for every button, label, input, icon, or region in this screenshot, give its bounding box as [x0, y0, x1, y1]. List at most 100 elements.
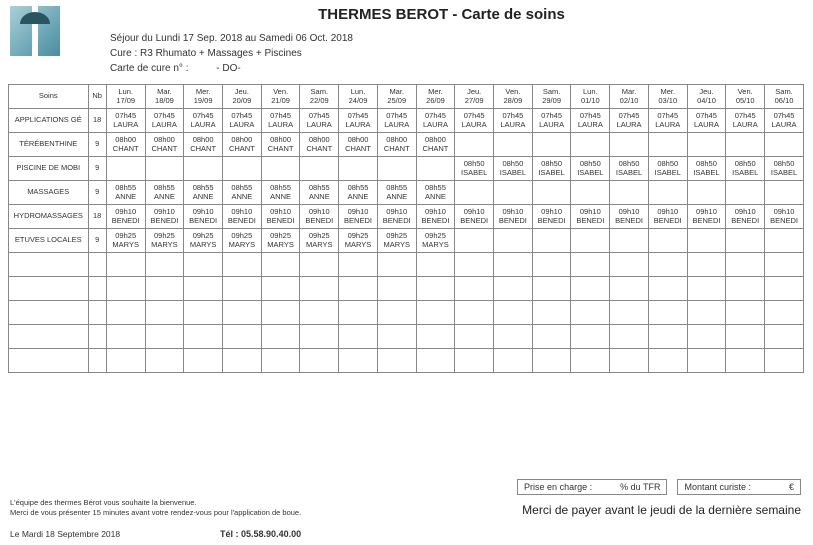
- empty-cell: [106, 277, 145, 301]
- schedule-cell: 08h00CHANT: [339, 133, 378, 157]
- schedule-cell: [610, 133, 649, 157]
- schedule-cell: [571, 133, 610, 157]
- col-header-day: Mer.19/09: [184, 85, 223, 109]
- empty-cell: [377, 301, 416, 325]
- row-nb: 9: [88, 133, 106, 157]
- schedule-cell: [687, 133, 726, 157]
- schedule-cell: [765, 181, 804, 205]
- table-row: ETUVES LOCALES909h25MARYS09h25MARYS09h25…: [9, 229, 804, 253]
- schedule-cell: 09h25MARYS: [184, 229, 223, 253]
- schedule-cell: [687, 229, 726, 253]
- empty-cell: [223, 301, 262, 325]
- schedule-cell: [494, 229, 533, 253]
- empty-cell: [726, 253, 765, 277]
- empty-cell: [455, 325, 494, 349]
- schedule-cell: 08h50ISABEL: [687, 157, 726, 181]
- carte-value: - DO-: [216, 63, 240, 74]
- empty-cell: [339, 349, 378, 373]
- cure-line: Cure : R3 Rhumato + Massages + Piscines: [80, 48, 803, 59]
- schedule-cell: [494, 181, 533, 205]
- row-label: TÉRÉBENTHINE: [9, 133, 89, 157]
- schedule-cell: 08h50ISABEL: [494, 157, 533, 181]
- col-header-nb: Nb: [88, 85, 106, 109]
- schedule-cell: [687, 181, 726, 205]
- empty-cell: [571, 301, 610, 325]
- empty-cell: [494, 301, 533, 325]
- col-header-day: Mer.26/09: [416, 85, 455, 109]
- empty-cell: [339, 325, 378, 349]
- payment-note: Merci de payer avant le jeudi de la dern…: [522, 503, 801, 517]
- schedule-cell: [648, 229, 687, 253]
- empty-cell: [88, 349, 106, 373]
- empty-cell: [184, 349, 223, 373]
- schedule-cell: 08h55ANNE: [106, 181, 145, 205]
- empty-cell: [532, 349, 571, 373]
- schedule-cell: [765, 229, 804, 253]
- schedule-cell: 07h45LAURA: [494, 109, 533, 133]
- empty-cell: [455, 301, 494, 325]
- schedule-cell: 08h50ISABEL: [571, 157, 610, 181]
- col-header-soins: Soins: [9, 85, 89, 109]
- telephone: Tél : 05.58.90.40.00: [220, 529, 301, 539]
- schedule-cell: [106, 157, 145, 181]
- print-date: Le Mardi 18 Septembre 2018: [10, 529, 120, 539]
- footer-boxes: Prise en charge : % du TFR Montant curis…: [517, 479, 801, 495]
- schedule-cell: 08h50ISABEL: [726, 157, 765, 181]
- schedule-cell: 08h00CHANT: [416, 133, 455, 157]
- empty-cell: [494, 253, 533, 277]
- empty-cell: [88, 301, 106, 325]
- schedule-cell: 09h10BENEDI: [532, 205, 571, 229]
- empty-cell: [9, 325, 89, 349]
- fine-print-1: L'équipe des thermes Bérot vous souhaite…: [10, 498, 301, 507]
- montant-box: Montant curiste : €: [677, 479, 801, 495]
- schedule-cell: 08h00CHANT: [145, 133, 184, 157]
- schedule-cell: 09h10BENEDI: [145, 205, 184, 229]
- col-header-day: Jeu.27/09: [455, 85, 494, 109]
- empty-cell: [377, 349, 416, 373]
- empty-cell: [416, 325, 455, 349]
- schedule-cell: [339, 157, 378, 181]
- schedule-cell: 07h45LAURA: [610, 109, 649, 133]
- empty-cell: [765, 253, 804, 277]
- schedule-cell: [648, 133, 687, 157]
- schedule-cell: 08h50ISABEL: [532, 157, 571, 181]
- schedule-cell: [455, 229, 494, 253]
- table-row: [9, 253, 804, 277]
- empty-cell: [765, 301, 804, 325]
- schedule-cell: 09h10BENEDI: [648, 205, 687, 229]
- empty-cell: [726, 301, 765, 325]
- logo-icon: [10, 6, 60, 56]
- schedule-cell: [145, 157, 184, 181]
- empty-cell: [300, 325, 339, 349]
- empty-cell: [300, 301, 339, 325]
- empty-cell: [377, 253, 416, 277]
- schedule-cell: [726, 133, 765, 157]
- schedule-cell: [184, 157, 223, 181]
- schedule-cell: 07h45LAURA: [687, 109, 726, 133]
- schedule-cell: 08h55ANNE: [416, 181, 455, 205]
- empty-cell: [765, 325, 804, 349]
- empty-cell: [687, 301, 726, 325]
- schedule-cell: [377, 157, 416, 181]
- schedule-cell: 07h45LAURA: [377, 109, 416, 133]
- schedule-cell: 09h10BENEDI: [261, 205, 300, 229]
- prise-label: Prise en charge :: [524, 482, 592, 492]
- empty-cell: [106, 253, 145, 277]
- empty-cell: [261, 253, 300, 277]
- empty-cell: [261, 277, 300, 301]
- col-header-day: Jeu.20/09: [223, 85, 262, 109]
- empty-cell: [610, 277, 649, 301]
- schedule-cell: 07h45LAURA: [223, 109, 262, 133]
- col-header-day: Lun.17/09: [106, 85, 145, 109]
- schedule-cell: 08h50ISABEL: [455, 157, 494, 181]
- col-header-day: Mer.03/10: [648, 85, 687, 109]
- schedule-cell: 09h25MARYS: [377, 229, 416, 253]
- schedule-cell: 07h45LAURA: [416, 109, 455, 133]
- schedule-cell: [571, 229, 610, 253]
- schedule-cell: 08h00CHANT: [261, 133, 300, 157]
- empty-cell: [765, 277, 804, 301]
- prise-unit: % du TFR: [620, 482, 660, 492]
- schedule-cell: 07h45LAURA: [339, 109, 378, 133]
- empty-cell: [455, 253, 494, 277]
- empty-cell: [532, 325, 571, 349]
